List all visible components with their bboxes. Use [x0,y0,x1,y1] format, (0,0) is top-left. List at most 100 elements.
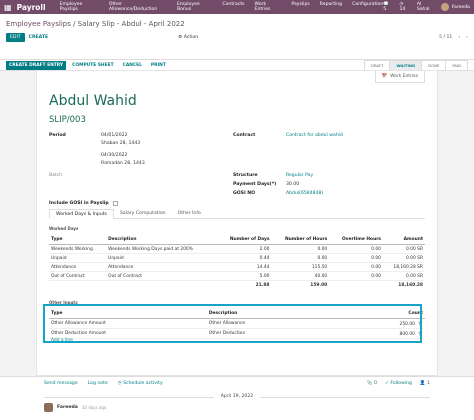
cell-amount: 0.00 SR [382,244,425,254]
table-row[interactable]: Out of Contract Out of Contract 5.00 40.… [49,271,425,281]
cell-type: Unpaid [49,253,107,263]
cell-days: 14.44 [217,262,272,272]
work-entries-button[interactable]: 📅 Work Entries [374,71,425,83]
tab-salary-computation[interactable]: Salary Computation [119,211,166,216]
col-overtime-hours[interactable]: Overtime Hours [329,235,383,245]
cell-type: Other Allowance Amount [49,318,207,329]
cell-overtime: 0.00 [329,262,383,272]
breadcrumb-separator: / [70,20,78,28]
compute-sheet-button[interactable]: COMPUTE SHEET [72,62,114,68]
menu-configuration[interactable]: Configuration [352,2,384,7]
col-amount[interactable]: Amount [382,235,425,245]
other-inputs-table: Type Description Count Other Allowance A… [49,309,425,339]
period-label: Period [49,133,66,138]
follow-button[interactable]: ✓ Following [385,381,412,386]
col-count[interactable]: Count [364,309,425,319]
cell-description: Out of Contract [106,271,217,281]
col-type[interactable]: Type [49,235,107,245]
cell-hours: 0.00 [271,253,330,263]
stage-waiting[interactable]: WAITING [389,59,423,71]
activity-count: 14 [399,7,406,12]
send-message-button[interactable]: Send message [44,381,78,386]
print-button[interactable]: PRINT [150,62,166,68]
control-panel: Employee Payslips / Salary Slip - Abdul … [0,14,474,60]
tab-worked-days[interactable]: Worked Days & Inputs [49,209,114,219]
cell-type: Out of Contract [49,271,107,281]
cell-amount: 18,160.28 SR [382,262,425,272]
table-row[interactable]: Other Allowance Amount Other Allowance 2… [49,318,425,329]
total-days: 21.88 [217,280,272,289]
include-gosi-label: Include GOSI in Payslip [49,201,109,206]
chatter: Send message Log note ◷ Schedule activit… [0,376,474,420]
cancel-button[interactable]: CANCEL [122,62,142,68]
form-fields: Period 04/01/2022 Shaban 28, 1443 04/30/… [49,133,425,233]
col-type[interactable]: Type [49,309,207,319]
app-name[interactable]: Payroll [16,2,46,12]
action-menu[interactable]: ⚙ Action [178,35,199,40]
menu-employee-bonus[interactable]: Employee Bonus [176,2,200,12]
schedule-activity-button[interactable]: ◷ Schedule activity [118,381,163,386]
menu-employee-payslips[interactable]: Employee Payslips [59,2,83,12]
cell-description: Weekends Working Days paid at 200% [106,244,217,254]
tab-other-info[interactable]: Other Info [177,211,201,216]
col-number-of-days[interactable]: Number of Days [217,235,272,245]
menu-reporting[interactable]: Reporting [319,2,343,7]
followers-button[interactable]: 👤 1 [420,381,430,386]
col-description[interactable]: Description [206,309,365,319]
breadcrumb-parent[interactable]: Employee Payslips [6,20,71,28]
cell-description: Other Deduction [206,328,365,339]
table-row[interactable]: Unpaid Unpaid 0.44 0.00 0.00 0.00 SR [49,253,425,263]
activity-icon[interactable]: ◷ 14 [399,2,406,12]
schedule-activity-label: Schedule activity [123,381,163,386]
menu-other-allowance[interactable]: Other Allowance/Deduction [108,2,158,12]
menu-work-entries[interactable]: Work Entries [254,2,271,12]
form-sheet: 📅 Work Entries Abdul Wahid SLIP/003 Peri… [36,70,438,376]
cell-hours: 40.00 [271,271,330,281]
user-name: Fareeda [451,4,470,10]
pager-prev-icon[interactable]: ‹ [458,35,461,40]
contract-value[interactable]: Contract for abdul wahid [286,133,343,138]
period-from-hijri: Shaban 28, 1443 [101,141,141,146]
add-line-link[interactable]: Add a line [51,338,73,343]
structure-value[interactable]: Regular Pay [286,173,314,178]
col-description[interactable]: Description [106,235,217,245]
person-icon: 👤 [419,381,426,386]
menu-payslips[interactable]: Payslips [291,2,310,7]
date-separator: April 19, 2022 [0,394,474,399]
structure-label: Structure [233,173,258,178]
col-number-of-hours[interactable]: Number of Hours [271,235,330,245]
chat-count: 5 [383,7,387,12]
edit-button[interactable]: EDIT [6,33,25,42]
pager-value[interactable]: 5 / 11 [439,35,453,40]
stage-done[interactable]: DONE [421,59,447,71]
user-menu[interactable]: Fareeda [440,3,470,11]
message-author[interactable]: Fareeda [57,405,78,410]
log-note-button[interactable]: Log note [87,381,108,386]
stage-paid[interactable]: PAID [445,59,468,71]
chat-icon[interactable]: 💬 5 [383,2,389,12]
table-row[interactable]: Attendance Attendance 14.44 115.50 0.00 … [49,262,425,272]
other-inputs-highlight [43,304,422,343]
pager-next-icon[interactable]: › [466,35,468,40]
period-from: 04/01/2022 [101,133,128,138]
create-button[interactable]: CREATE [28,35,49,40]
cell-days: 2.00 [217,244,272,254]
contract-label: Contract [233,133,256,138]
gosi-value[interactable]: Abdul(6584848) [286,191,324,196]
apps-menu-icon[interactable]: ▦ [4,2,12,12]
company-switcher[interactable]: Al Sahal [416,2,430,12]
include-gosi-checkbox[interactable] [113,201,118,206]
attachment-button[interactable]: 📎 0 [367,381,377,386]
follow-label: Following [390,381,412,386]
cell-days: 5.00 [217,271,272,281]
table-row[interactable]: Other Deduction Amount Other Deduction 8… [49,328,425,339]
period-to-hijri: Ramadan 28, 1443 [101,161,145,166]
menu-contracts[interactable]: Contracts [222,2,245,7]
cell-count-value: 250.00 [399,321,415,327]
stage-draft[interactable]: DRAFT [364,59,391,71]
table-row[interactable]: Weekends Working Weekends Working Days p… [49,244,425,254]
cell-type: Other Deduction Amount [49,328,207,339]
batch-label: Batch [49,173,63,178]
create-draft-entry-button[interactable]: CREATE DRAFT ENTRY [6,60,67,70]
cell-amount: 0.00 SR [382,271,425,281]
